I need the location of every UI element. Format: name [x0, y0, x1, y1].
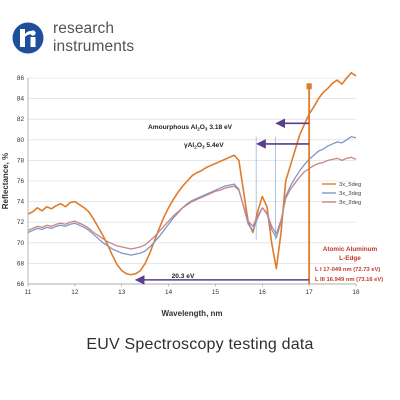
x-tick-label: 11: [25, 289, 32, 296]
legend-label: 3x_3deg: [339, 191, 361, 197]
series-line-3x-3deg: [27, 136, 357, 256]
series-line-3x-2deg: [27, 156, 357, 250]
series-line-3x-5deg: [27, 72, 357, 276]
edge-line-2: L III 16.949 nm (73.16 eV): [315, 277, 383, 283]
edge-line-1: L I 17-049 nm (72.73 eV): [315, 267, 380, 273]
y-tick-label: 82: [17, 116, 25, 123]
y-tick-label: 76: [17, 178, 25, 185]
y-tick-label: 74: [17, 199, 25, 206]
x-tick-label: 18: [352, 289, 360, 296]
gamma-al2o3-label: γAl2O3 5.4eV: [184, 142, 224, 150]
data-series: 3x_5deg 3x_3deg 3x_2deg: [27, 72, 361, 276]
research-instruments-logo: research instruments: [12, 20, 162, 60]
grid-lines: [27, 77, 356, 285]
x-tick-label: 16: [259, 289, 267, 296]
gap-20-3-ev-label: 20.3 eV: [172, 273, 195, 280]
amorphous-al2o3-label: Amourphous Al2O3 3.18 eV: [148, 124, 233, 132]
logo-mark-icon: [12, 22, 44, 54]
logo-line-instruments: instruments: [53, 38, 135, 55]
figure-caption: EUV Spectroscopy testing data: [86, 336, 314, 353]
x-tick-label: 17: [306, 289, 314, 296]
y-tick-label: 68: [17, 260, 25, 267]
x-tick-label: 13: [118, 289, 126, 296]
legend-label: 3x_5deg: [339, 182, 361, 188]
x-tick-label: 14: [165, 289, 173, 296]
edge-title-1: Atomic Aluminum: [323, 246, 378, 253]
logo-line-research: research: [53, 20, 115, 37]
edge-title-2: L-Edge: [339, 255, 361, 262]
y-tick-label: 70: [17, 240, 25, 247]
x-tick-labels: 11 12 13 14 15 16 17 18: [25, 284, 360, 296]
x-tick-label: 15: [212, 289, 220, 296]
y-tick-label: 80: [17, 137, 25, 144]
y-tick-label: 84: [17, 96, 25, 103]
annotations: [134, 83, 312, 285]
y-axis-label: Reflectance, %: [1, 153, 10, 209]
aluminum-l-edge-annotation: Atomic Aluminum L-Edge L I 17-049 nm (72…: [315, 246, 383, 283]
x-tick-label: 12: [71, 289, 79, 296]
y-tick-label: 86: [17, 75, 25, 82]
y-tick-label: 78: [17, 157, 25, 164]
x-axis-label: Wavelength, nm: [161, 309, 222, 318]
y-tick-label: 66: [17, 281, 25, 288]
y-tick-labels: 66 68 70 72 74 76 78 80 82 84 86: [17, 75, 25, 288]
edge-marker-cap: [306, 83, 312, 90]
y-tick-label: 72: [17, 219, 25, 226]
legend-label: 3x_2deg: [339, 200, 361, 206]
